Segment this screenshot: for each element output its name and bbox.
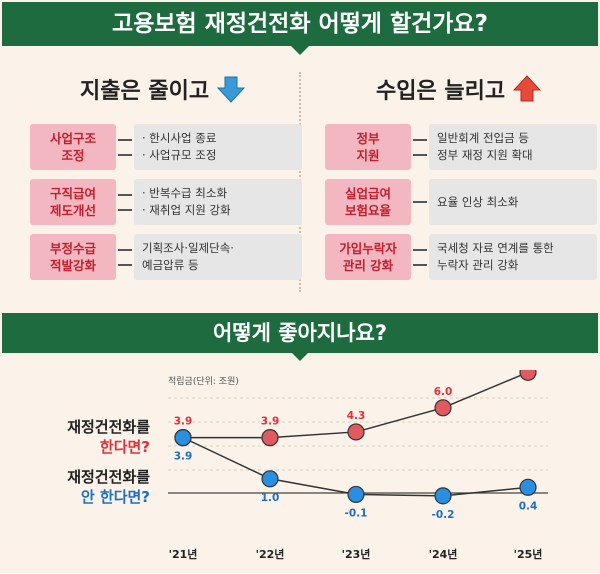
item-tag: 구직급여 제도개선 [30,179,116,225]
connector [116,124,136,170]
income-heading-text: 수입은 늘리고 [376,79,506,104]
series-name: 한다면? [100,438,150,456]
detail-line: · 재취업 지원 강화 [142,203,231,217]
data-label: 0.4 [519,500,538,512]
data-point [434,487,452,505]
series-name: 재정건전화를 [67,418,150,436]
series-name: 재정건전화를 [67,468,150,486]
data-point [174,429,192,447]
tag-line: 구직급여 [49,186,96,201]
connector [411,179,431,225]
detail-line: 정부 재정 지원 확대 [437,148,533,162]
reserve-chart: 적립금(단위: 조원) 재정건전화를 한다면? 재정건전화를 안 한다면? 3.9 3.9 4… [0,350,600,570]
income-heading: 수입은 늘리고 [376,72,542,106]
detail-line: 일반회계 전입금 등 [437,131,529,145]
detail-line: · 반복수급 최소화 [142,186,228,200]
detail-line: 예금압류 등 [142,258,199,272]
item-details: 요율 인상 최소화 [429,179,597,225]
tag-line: 제도개선 [49,203,96,218]
data-label: 4.3 [347,410,366,422]
item-details: 일반회계 전입금 등 정부 재정 지원 확대 [429,124,597,170]
tag-line: 적발강화 [49,258,96,273]
detail-line: 국세청 자료 연계를 통한 [437,241,554,255]
tag-line: 부정수급 [49,241,96,256]
data-label: 1.0 [261,492,280,504]
connector [116,234,136,280]
item-details: · 한시사업 종료 · 사업규모 조정 [134,124,302,170]
effect-title: 어떻게 좋아지나요? [2,313,598,361]
series-name: 안 한다면? [81,488,150,506]
tag-line: 실업급여 [344,186,391,201]
spending-heading-text: 지출은 줄이고 [80,79,210,104]
item-details: 기획조사·일제단속· 예금압류 등 [134,234,302,280]
item-details: · 반복수급 최소화 · 재취업 지원 강화 [134,179,302,225]
data-point [434,399,452,417]
spending-heading: 지출은 줄이고 [80,72,246,106]
detail-line: · 사업규모 조정 [142,148,217,162]
tag-line: 지원 [356,148,380,163]
detail-line: · 한시사업 종료 [142,131,217,145]
x-tick-label: '23년 [342,547,371,561]
data-label: 3.9 [261,416,280,428]
tag-line: 보험요율 [344,203,391,218]
up-arrow-icon [513,75,542,102]
x-tick-label: '24년 [429,547,458,561]
data-label: -0.1 [345,507,368,519]
item-tag: 실업급여 보험요율 [325,179,411,225]
tag-line: 정부 [356,131,380,146]
data-point [519,363,537,381]
connector [411,234,431,280]
data-label: 3.9 [174,416,193,428]
x-tick-label: '21년 [169,547,198,561]
item-tag: 가입누락자 관리 강화 [325,234,411,280]
item-tag: 부정수급 적발강화 [30,234,116,280]
down-arrow-icon [217,76,246,103]
item-tag: 사업구조 조정 [30,124,116,170]
connector [411,124,431,170]
tag-line: 조정 [61,148,85,163]
detail-line: 요율 인상 최소화 [437,194,519,209]
data-point [261,429,279,447]
x-tick-label: '25년 [514,547,543,561]
item-tag: 정부 지원 [325,124,411,170]
detail-line: 누락자 관리 강화 [437,258,519,272]
data-point [347,423,365,441]
data-point [519,478,537,496]
tag-line: 가입누락자 [339,241,397,256]
connector [116,179,136,225]
tag-line: 사업구조 [49,131,96,146]
data-point [347,485,365,504]
detail-line: 기획조사·일제단속· [142,241,234,255]
data-label: -0.2 [432,509,455,521]
page-title: 고용보험 재정건전화 어떻게 할건가요? [2,2,598,55]
x-tick-label: '22년 [256,547,285,561]
data-label: 6.0 [434,386,453,398]
item-details: 국세청 자료 연계를 통한 누락자 관리 강화 [429,234,597,280]
data-label: 3.9 [174,451,193,463]
data-point [261,470,279,488]
tag-line: 관리 강화 [342,258,394,273]
unit-label: 적립금(단위: 조원) [168,375,239,387]
